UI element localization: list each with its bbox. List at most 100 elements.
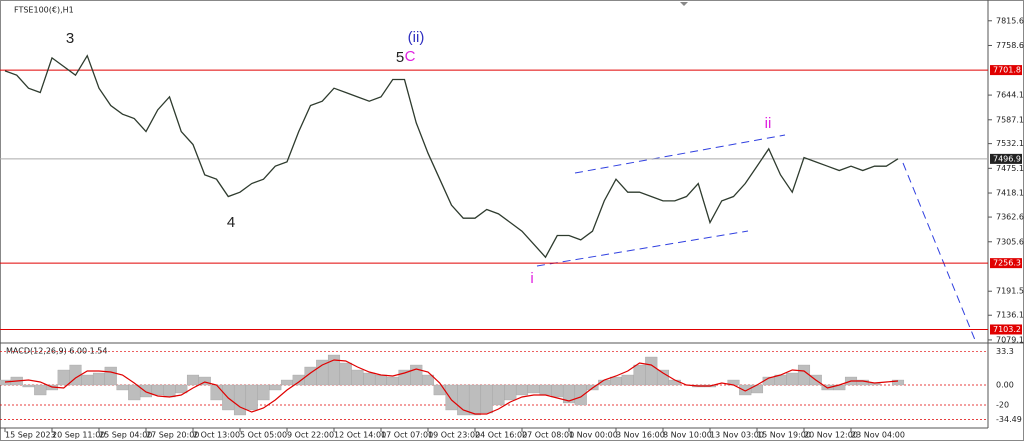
y-tick-label: 7815.6 — [996, 16, 1024, 25]
macd-bar — [34, 384, 47, 396]
x-tick-label: 25 Sep 04:00 — [99, 431, 152, 440]
y-tick-label: -20 — [996, 401, 1009, 410]
macd-bar — [139, 384, 153, 398]
macd-bar — [609, 376, 623, 386]
x-tick-label: 12 Oct 14:00 — [334, 431, 386, 440]
current-price-label: 7496.9 — [993, 154, 1021, 163]
y-tick-label: 7305.6 — [996, 237, 1024, 246]
macd-bar — [386, 376, 399, 386]
macd-bar — [233, 384, 247, 416]
x-tick-label: 5 Oct 05:00 — [240, 431, 287, 440]
macd-title: MACD(12,26,9) 6.00 1.54 — [6, 347, 107, 356]
x-tick-label: 15 Nov 19:00 — [757, 431, 811, 440]
macd-bar — [480, 384, 493, 414]
macd-bar — [128, 384, 141, 401]
scroll-marker — [680, 2, 688, 6]
x-tick-label: 27 Sep 20:00 — [146, 431, 199, 440]
macd-bar — [339, 362, 352, 386]
y-tick-label: 7136.1 — [996, 311, 1024, 320]
wave-label: C — [405, 48, 416, 65]
y-tick-label: 0.00 — [996, 381, 1014, 390]
x-tick-label: 2 Oct 13:00 — [193, 431, 240, 440]
y-tick-label: 7475.1 — [996, 164, 1024, 173]
signal-line — [4, 359, 899, 415]
x-tick-label: 20 Sep 11:00 — [52, 431, 105, 440]
macd-bar — [515, 384, 529, 396]
macd-bar — [257, 384, 270, 401]
price-line — [4, 54, 899, 259]
level-box — [990, 65, 1022, 76]
macd-bar — [468, 384, 482, 416]
macd-bar — [92, 372, 106, 386]
x-tick-label: 13 Nov 03:00 — [710, 431, 764, 440]
macd-bar — [269, 384, 282, 391]
y-tick-label: 33.3 — [996, 347, 1014, 356]
x-tick-label: 9 Oct 22:00 — [287, 431, 334, 440]
macd-bar — [750, 384, 764, 394]
macd-bar — [668, 379, 681, 386]
macd-bar — [739, 384, 752, 396]
x-tick-label: 8 Nov 10:00 — [663, 431, 712, 440]
x-tick-label: 23 Nov 04:00 — [851, 431, 905, 440]
macd-bar — [245, 384, 258, 411]
macd-bar — [175, 384, 188, 394]
macd-bar — [198, 376, 211, 386]
macd-bar — [797, 364, 811, 386]
x-tick-label: 17 Oct 07:00 — [381, 431, 433, 440]
macd-bar — [186, 374, 200, 386]
macd-bar — [410, 364, 423, 386]
y-tick-label: 7644.1 — [996, 91, 1024, 100]
macd-bar — [57, 369, 70, 386]
x-tick-label: 24 Oct 16:00 — [475, 431, 527, 440]
x-tick-label: 3 Nov 16:00 — [616, 431, 665, 440]
level-label: 7103.2 — [993, 325, 1021, 334]
macd-bar — [363, 372, 376, 386]
level-label: 7256.3 — [993, 259, 1021, 268]
x-tick-label: 19 Oct 23:00 — [428, 431, 480, 440]
wave-label: i — [530, 270, 533, 287]
y-tick-label: 7191.5 — [996, 287, 1024, 296]
y-tick-label: 7418.1 — [996, 189, 1024, 198]
x-tick-label: 20 Nov 12:00 — [804, 431, 858, 440]
macd-bar — [574, 384, 587, 406]
macd-bar — [445, 384, 458, 411]
wave-label: 5 — [396, 49, 404, 66]
macd-bar — [645, 356, 658, 386]
wave-label: 4 — [227, 214, 235, 231]
level-label: 7701.8 — [993, 66, 1021, 75]
macd-bar — [656, 369, 670, 386]
macd-bar — [398, 369, 411, 386]
macd-bar — [527, 384, 540, 394]
y-tick-label: 7079.1 — [996, 335, 1024, 344]
macd-bar — [116, 384, 129, 391]
level-box — [990, 258, 1022, 269]
wave-label: (ii) — [408, 29, 425, 46]
channel-lower — [536, 230, 749, 267]
macd-bar — [351, 369, 364, 386]
macd-bar — [280, 379, 294, 386]
macd-bar — [504, 384, 517, 401]
y-tick-label: 7587.1 — [996, 115, 1024, 124]
macd-bar — [104, 366, 117, 386]
macd-bar — [633, 364, 646, 386]
macd-bar — [374, 374, 388, 386]
projection — [902, 162, 976, 341]
wave-label: 3 — [66, 30, 74, 47]
chart-title: FTSE100(€),H1 — [14, 6, 74, 15]
x-tick-label: 27 Oct 08:00 — [522, 431, 574, 440]
x-tick-label: 1 Nov 00:00 — [569, 431, 618, 440]
macd-bar — [210, 384, 223, 401]
y-tick-label: -34.49 — [996, 415, 1022, 424]
macd-bar — [492, 384, 505, 406]
macd-bar — [163, 384, 176, 398]
macd-bar — [786, 372, 799, 386]
macd-bar — [891, 379, 905, 386]
y-tick-label: 7758.6 — [996, 41, 1024, 50]
x-tick-label: 15 Sep 2023 — [5, 431, 56, 440]
macd-bar — [539, 384, 552, 396]
macd-bar — [292, 374, 305, 386]
wave-label: ii — [765, 115, 772, 132]
y-tick-label: 7532.1 — [996, 139, 1024, 148]
